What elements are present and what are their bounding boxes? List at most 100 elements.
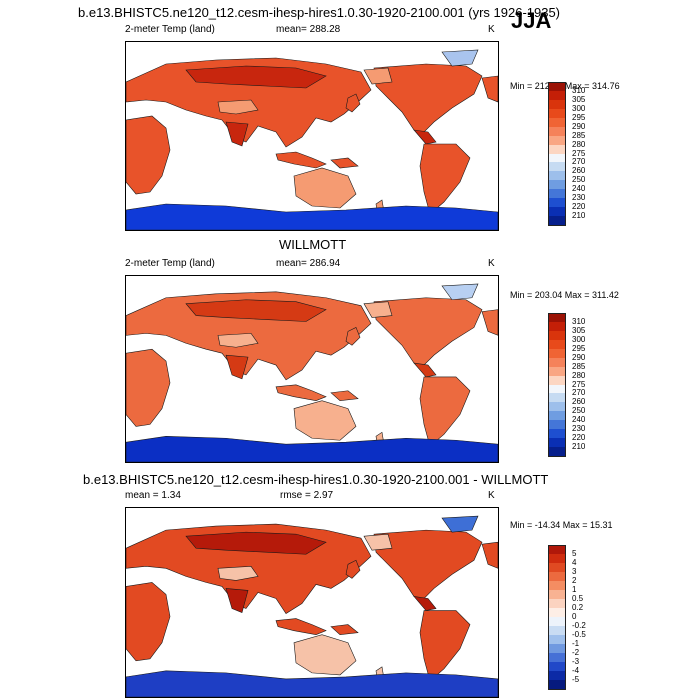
map-region-africa: [126, 348, 171, 427]
colorbar-swatch: [548, 189, 566, 199]
map-region-new-guinea: [330, 157, 359, 169]
panel-2-title: WILLMOTT: [279, 237, 347, 252]
map-region-india: [225, 354, 249, 380]
colorbar-swatch: [548, 171, 566, 181]
colorbar-tick-label: -5: [572, 675, 580, 684]
map-region-europe-east: [481, 75, 498, 103]
colorbar-tick-label: 260: [572, 166, 586, 176]
map-region-europe-east: [481, 309, 498, 336]
colorbar-tick-label: 0.2: [572, 603, 584, 612]
colorbar-swatch: [548, 82, 566, 92]
colorbar-swatch: [548, 348, 566, 359]
colorbar-tick-label: 210: [572, 442, 586, 452]
colorbar-swatch: [548, 90, 566, 101]
colorbar-tick-label: 280: [572, 370, 586, 380]
map-region-greenland: [441, 283, 479, 301]
colorbar-swatch: [548, 108, 566, 119]
panel-3-minmax: Min = -14.34 Max = 15.31: [510, 520, 613, 530]
colorbar-tick-label: 310: [572, 85, 586, 95]
map-region-north-america: [373, 297, 483, 368]
map-region-australia: [293, 400, 357, 441]
map-region-south-america: [419, 610, 471, 682]
colorbar-tick-label: 275: [572, 148, 586, 158]
colorbar-swatch: [548, 207, 566, 217]
colorbar-tick-label: 300: [572, 103, 586, 113]
colorbar-swatch: [548, 411, 566, 421]
colorbar-tick-label: 5: [572, 549, 577, 558]
colorbar-tick-label: 275: [572, 379, 586, 389]
colorbar-swatch: [548, 653, 566, 663]
colorbar-tick-label: 300: [572, 334, 586, 344]
map-region-australia: [293, 167, 357, 209]
colorbar-swatch: [548, 117, 566, 128]
map-region-africa: [126, 115, 171, 195]
colorbar-swatch: [548, 198, 566, 208]
map-region-europe-east: [481, 541, 498, 569]
panel-2-colorbar: [548, 313, 566, 457]
colorbar-swatch: [548, 366, 566, 377]
map-region-japan: [345, 93, 361, 113]
panel-1-mean: mean= 288.28: [276, 24, 341, 35]
colorbar-tick-label: 285: [572, 130, 586, 140]
colorbar-swatch: [548, 662, 566, 672]
colorbar-swatch: [548, 384, 566, 394]
panel-3-mean: mean = 1.34: [125, 490, 181, 501]
colorbar-tick-label: 3: [572, 567, 577, 576]
colorbar-tick-label: 250: [572, 406, 586, 416]
colorbar-tick-label: 240: [572, 415, 586, 425]
colorbar-swatch: [548, 599, 566, 609]
map-region-japan: [345, 327, 361, 346]
colorbar-swatch: [548, 671, 566, 681]
colorbar-swatch: [548, 581, 566, 591]
colorbar-swatch: [548, 617, 566, 627]
map-region-antarctica: [126, 670, 498, 697]
colorbar-swatch: [548, 635, 566, 645]
colorbar-swatch: [548, 393, 566, 403]
map-region-alaska: [363, 301, 393, 318]
map-region-antarctica: [126, 435, 498, 462]
colorbar-tick-label: 0.5: [572, 594, 584, 603]
colorbar-swatch: [548, 135, 566, 146]
colorbar-swatch: [548, 99, 566, 110]
colorbar-swatch: [548, 126, 566, 137]
colorbar-swatch: [548, 216, 566, 226]
colorbar-swatch: [548, 153, 566, 163]
colorbar-swatch: [548, 180, 566, 190]
colorbar-tick-label: 230: [572, 193, 586, 203]
colorbar-tick-label: 310: [572, 316, 586, 326]
map-region-north-america: [373, 529, 483, 601]
colorbar-tick-label: 240: [572, 184, 586, 194]
map-region-greenland: [441, 515, 479, 533]
colorbar-tick-label: 305: [572, 325, 586, 335]
map-region-alaska: [363, 533, 393, 551]
map-region-central-america: [413, 596, 437, 611]
colorbar-swatch: [548, 563, 566, 573]
map-region-antarctica: [126, 203, 498, 230]
colorbar-swatch: [548, 545, 566, 555]
panel-2-units: K: [488, 258, 495, 269]
colorbar-swatch: [548, 420, 566, 430]
colorbar-tick-label: -0.5: [572, 630, 586, 639]
colorbar-swatch: [548, 339, 566, 350]
season-label: JJA: [511, 8, 552, 33]
colorbar-tick-label: 1: [572, 585, 577, 594]
map-region-tibet: [217, 99, 259, 115]
colorbar-swatch: [548, 429, 566, 439]
colorbar-tick-label: -4: [572, 666, 580, 675]
colorbar-swatch: [548, 554, 566, 564]
panel-1-map: [125, 41, 499, 231]
panel-3-colorbar: [548, 545, 566, 690]
colorbar-swatch: [548, 375, 566, 385]
map-region-central-america: [413, 362, 437, 378]
panel-3-title: b.e13.BHISTC5.ne120_t12.cesm-ihesp-hires…: [83, 472, 549, 487]
map-region-greenland: [441, 49, 479, 67]
map-region-india: [225, 588, 249, 613]
colorbar-tick-label: 290: [572, 352, 586, 362]
figure-title: b.e13.BHISTC5.ne120_t12.cesm-ihesp-hires…: [78, 5, 561, 20]
map-region-new-guinea: [330, 624, 359, 635]
map-region-siberia: [185, 299, 327, 322]
colorbar-swatch: [548, 330, 566, 341]
colorbar-tick-label: 220: [572, 433, 586, 443]
panel-1-units: K: [488, 24, 495, 35]
panel-3-units: K: [488, 490, 495, 501]
